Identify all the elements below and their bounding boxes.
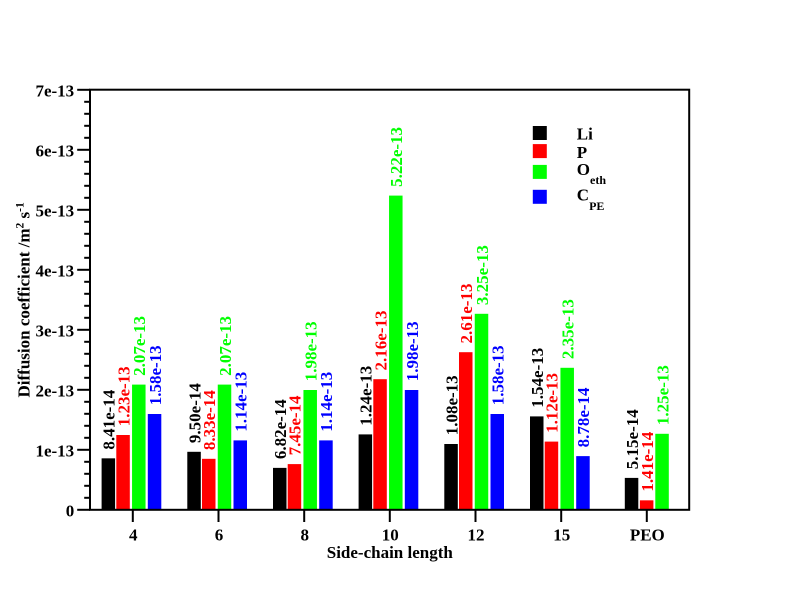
svg-text:5e-13: 5e-13 [35, 202, 74, 221]
svg-text:8.41e-14: 8.41e-14 [100, 389, 119, 449]
svg-text:4e-13: 4e-13 [35, 262, 74, 281]
svg-text:2.16e-13: 2.16e-13 [371, 311, 390, 371]
svg-text:8: 8 [300, 526, 309, 545]
svg-text:Side-chain length: Side-chain length [327, 543, 454, 562]
svg-text:1.12e-13: 1.12e-13 [543, 373, 562, 433]
svg-text:2.61e-13: 2.61e-13 [457, 284, 476, 344]
svg-text:7.45e-14: 7.45e-14 [286, 395, 305, 455]
svg-text:2.35e-13: 2.35e-13 [559, 299, 578, 359]
svg-text:6: 6 [215, 526, 224, 545]
svg-text:3e-13: 3e-13 [35, 322, 74, 341]
svg-text:Li: Li [577, 124, 593, 143]
svg-text:5.15e-14: 5.15e-14 [623, 409, 642, 469]
svg-text:4: 4 [129, 526, 138, 545]
svg-text:9.50e-14: 9.50e-14 [185, 383, 204, 443]
svg-text:8.33e-14: 8.33e-14 [200, 390, 219, 450]
svg-text:0: 0 [66, 502, 75, 521]
svg-text:1.98e-13: 1.98e-13 [403, 321, 422, 381]
svg-text:6e-13: 6e-13 [35, 142, 74, 161]
svg-text:3.25e-13: 3.25e-13 [473, 245, 492, 305]
svg-text:12: 12 [468, 526, 485, 545]
svg-text:2.07e-13: 2.07e-13 [216, 316, 235, 376]
svg-text:2e-13: 2e-13 [35, 382, 74, 401]
svg-text:2.07e-13: 2.07e-13 [130, 316, 149, 376]
svg-text:1.24e-13: 1.24e-13 [357, 366, 376, 426]
svg-text:10: 10 [382, 526, 399, 545]
svg-text:1.58e-13: 1.58e-13 [146, 345, 165, 405]
svg-text:6.82e-14: 6.82e-14 [271, 399, 290, 459]
svg-text:1.54e-13: 1.54e-13 [528, 348, 547, 408]
svg-text:1e-13: 1e-13 [35, 442, 74, 461]
svg-text:1.23e-13: 1.23e-13 [114, 366, 133, 426]
svg-text:1.98e-13: 1.98e-13 [302, 321, 321, 381]
svg-text:5.22e-13: 5.22e-13 [387, 127, 406, 187]
svg-text:1.25e-13: 1.25e-13 [653, 365, 672, 425]
svg-text:1.14e-13: 1.14e-13 [232, 372, 251, 432]
svg-text:1.08e-13: 1.08e-13 [442, 375, 461, 435]
svg-text:PEO: PEO [630, 526, 665, 545]
svg-text:8.78e-14: 8.78e-14 [574, 387, 593, 447]
svg-text:P: P [577, 143, 587, 162]
svg-text:1.58e-13: 1.58e-13 [489, 345, 508, 405]
svg-text:1.41e-14: 1.41e-14 [638, 431, 657, 491]
svg-text:Diffusion coefficient /m2 s-1: Diffusion coefficient /m2 s-1 [15, 202, 34, 397]
svg-text:7e-13: 7e-13 [35, 82, 74, 101]
svg-text:15: 15 [553, 526, 570, 545]
svg-text:1.14e-13: 1.14e-13 [317, 372, 336, 432]
